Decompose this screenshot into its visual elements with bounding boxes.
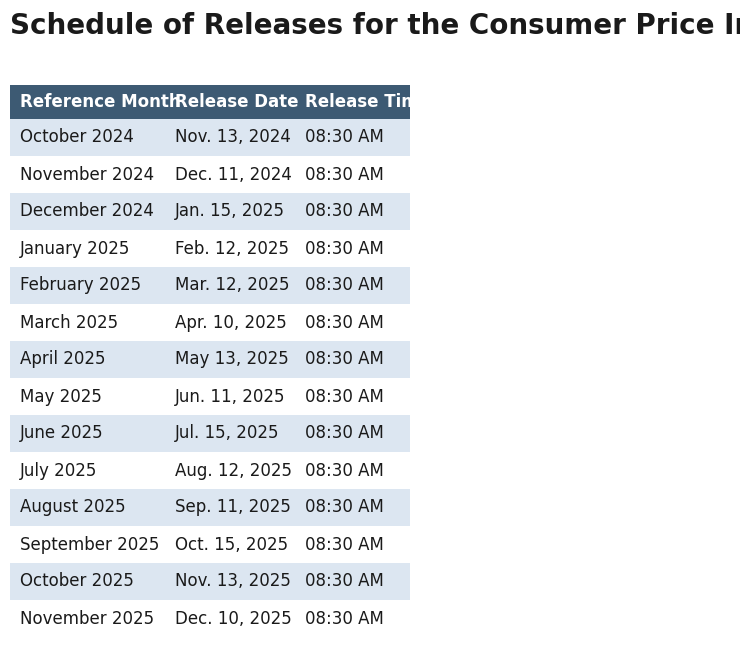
Text: Jun. 11, 2025: Jun. 11, 2025 xyxy=(175,387,286,405)
Text: April 2025: April 2025 xyxy=(20,350,106,368)
Text: 08:30 AM: 08:30 AM xyxy=(305,128,384,147)
Text: Dec. 11, 2024: Dec. 11, 2024 xyxy=(175,165,292,184)
Text: Nov. 13, 2024: Nov. 13, 2024 xyxy=(175,128,291,147)
Text: 08:30 AM: 08:30 AM xyxy=(305,535,384,553)
Text: May 2025: May 2025 xyxy=(20,387,102,405)
Text: Aug. 12, 2025: Aug. 12, 2025 xyxy=(175,461,292,479)
Text: June 2025: June 2025 xyxy=(20,424,104,442)
Text: October 2025: October 2025 xyxy=(20,572,134,590)
Text: Release Date: Release Date xyxy=(175,93,298,111)
Text: December 2024: December 2024 xyxy=(20,202,154,221)
Text: 08:30 AM: 08:30 AM xyxy=(305,350,384,368)
Text: Oct. 15, 2025: Oct. 15, 2025 xyxy=(175,535,288,553)
Text: October 2024: October 2024 xyxy=(20,128,134,147)
Text: November 2025: November 2025 xyxy=(20,609,154,627)
Text: Apr. 10, 2025: Apr. 10, 2025 xyxy=(175,313,287,332)
Text: 08:30 AM: 08:30 AM xyxy=(305,165,384,184)
Text: 08:30 AM: 08:30 AM xyxy=(305,387,384,405)
Text: Sep. 11, 2025: Sep. 11, 2025 xyxy=(175,498,291,516)
Text: Dec. 10, 2025: Dec. 10, 2025 xyxy=(175,609,292,627)
Text: 08:30 AM: 08:30 AM xyxy=(305,424,384,442)
Text: May 13, 2025: May 13, 2025 xyxy=(175,350,289,368)
Text: 08:30 AM: 08:30 AM xyxy=(305,276,384,295)
Text: 08:30 AM: 08:30 AM xyxy=(305,461,384,479)
Text: Mar. 12, 2025: Mar. 12, 2025 xyxy=(175,276,289,295)
Text: July 2025: July 2025 xyxy=(20,461,98,479)
Text: September 2025: September 2025 xyxy=(20,535,159,553)
Text: 08:30 AM: 08:30 AM xyxy=(305,313,384,332)
Text: Feb. 12, 2025: Feb. 12, 2025 xyxy=(175,239,289,258)
Text: Schedule of Releases for the Consumer Price Index: Schedule of Releases for the Consumer Pr… xyxy=(10,12,740,40)
Text: Nov. 13, 2025: Nov. 13, 2025 xyxy=(175,572,291,590)
Text: Jan. 15, 2025: Jan. 15, 2025 xyxy=(175,202,285,221)
Text: March 2025: March 2025 xyxy=(20,313,118,332)
Text: 08:30 AM: 08:30 AM xyxy=(305,572,384,590)
Text: February 2025: February 2025 xyxy=(20,276,141,295)
Text: 08:30 AM: 08:30 AM xyxy=(305,609,384,627)
Text: November 2024: November 2024 xyxy=(20,165,154,184)
Text: August 2025: August 2025 xyxy=(20,498,126,516)
Text: 08:30 AM: 08:30 AM xyxy=(305,202,384,221)
Text: 08:30 AM: 08:30 AM xyxy=(305,239,384,258)
Text: Reference Month: Reference Month xyxy=(20,93,181,111)
Text: January 2025: January 2025 xyxy=(20,239,130,258)
Text: Release Time: Release Time xyxy=(305,93,430,111)
Text: 08:30 AM: 08:30 AM xyxy=(305,498,384,516)
Text: Jul. 15, 2025: Jul. 15, 2025 xyxy=(175,424,280,442)
